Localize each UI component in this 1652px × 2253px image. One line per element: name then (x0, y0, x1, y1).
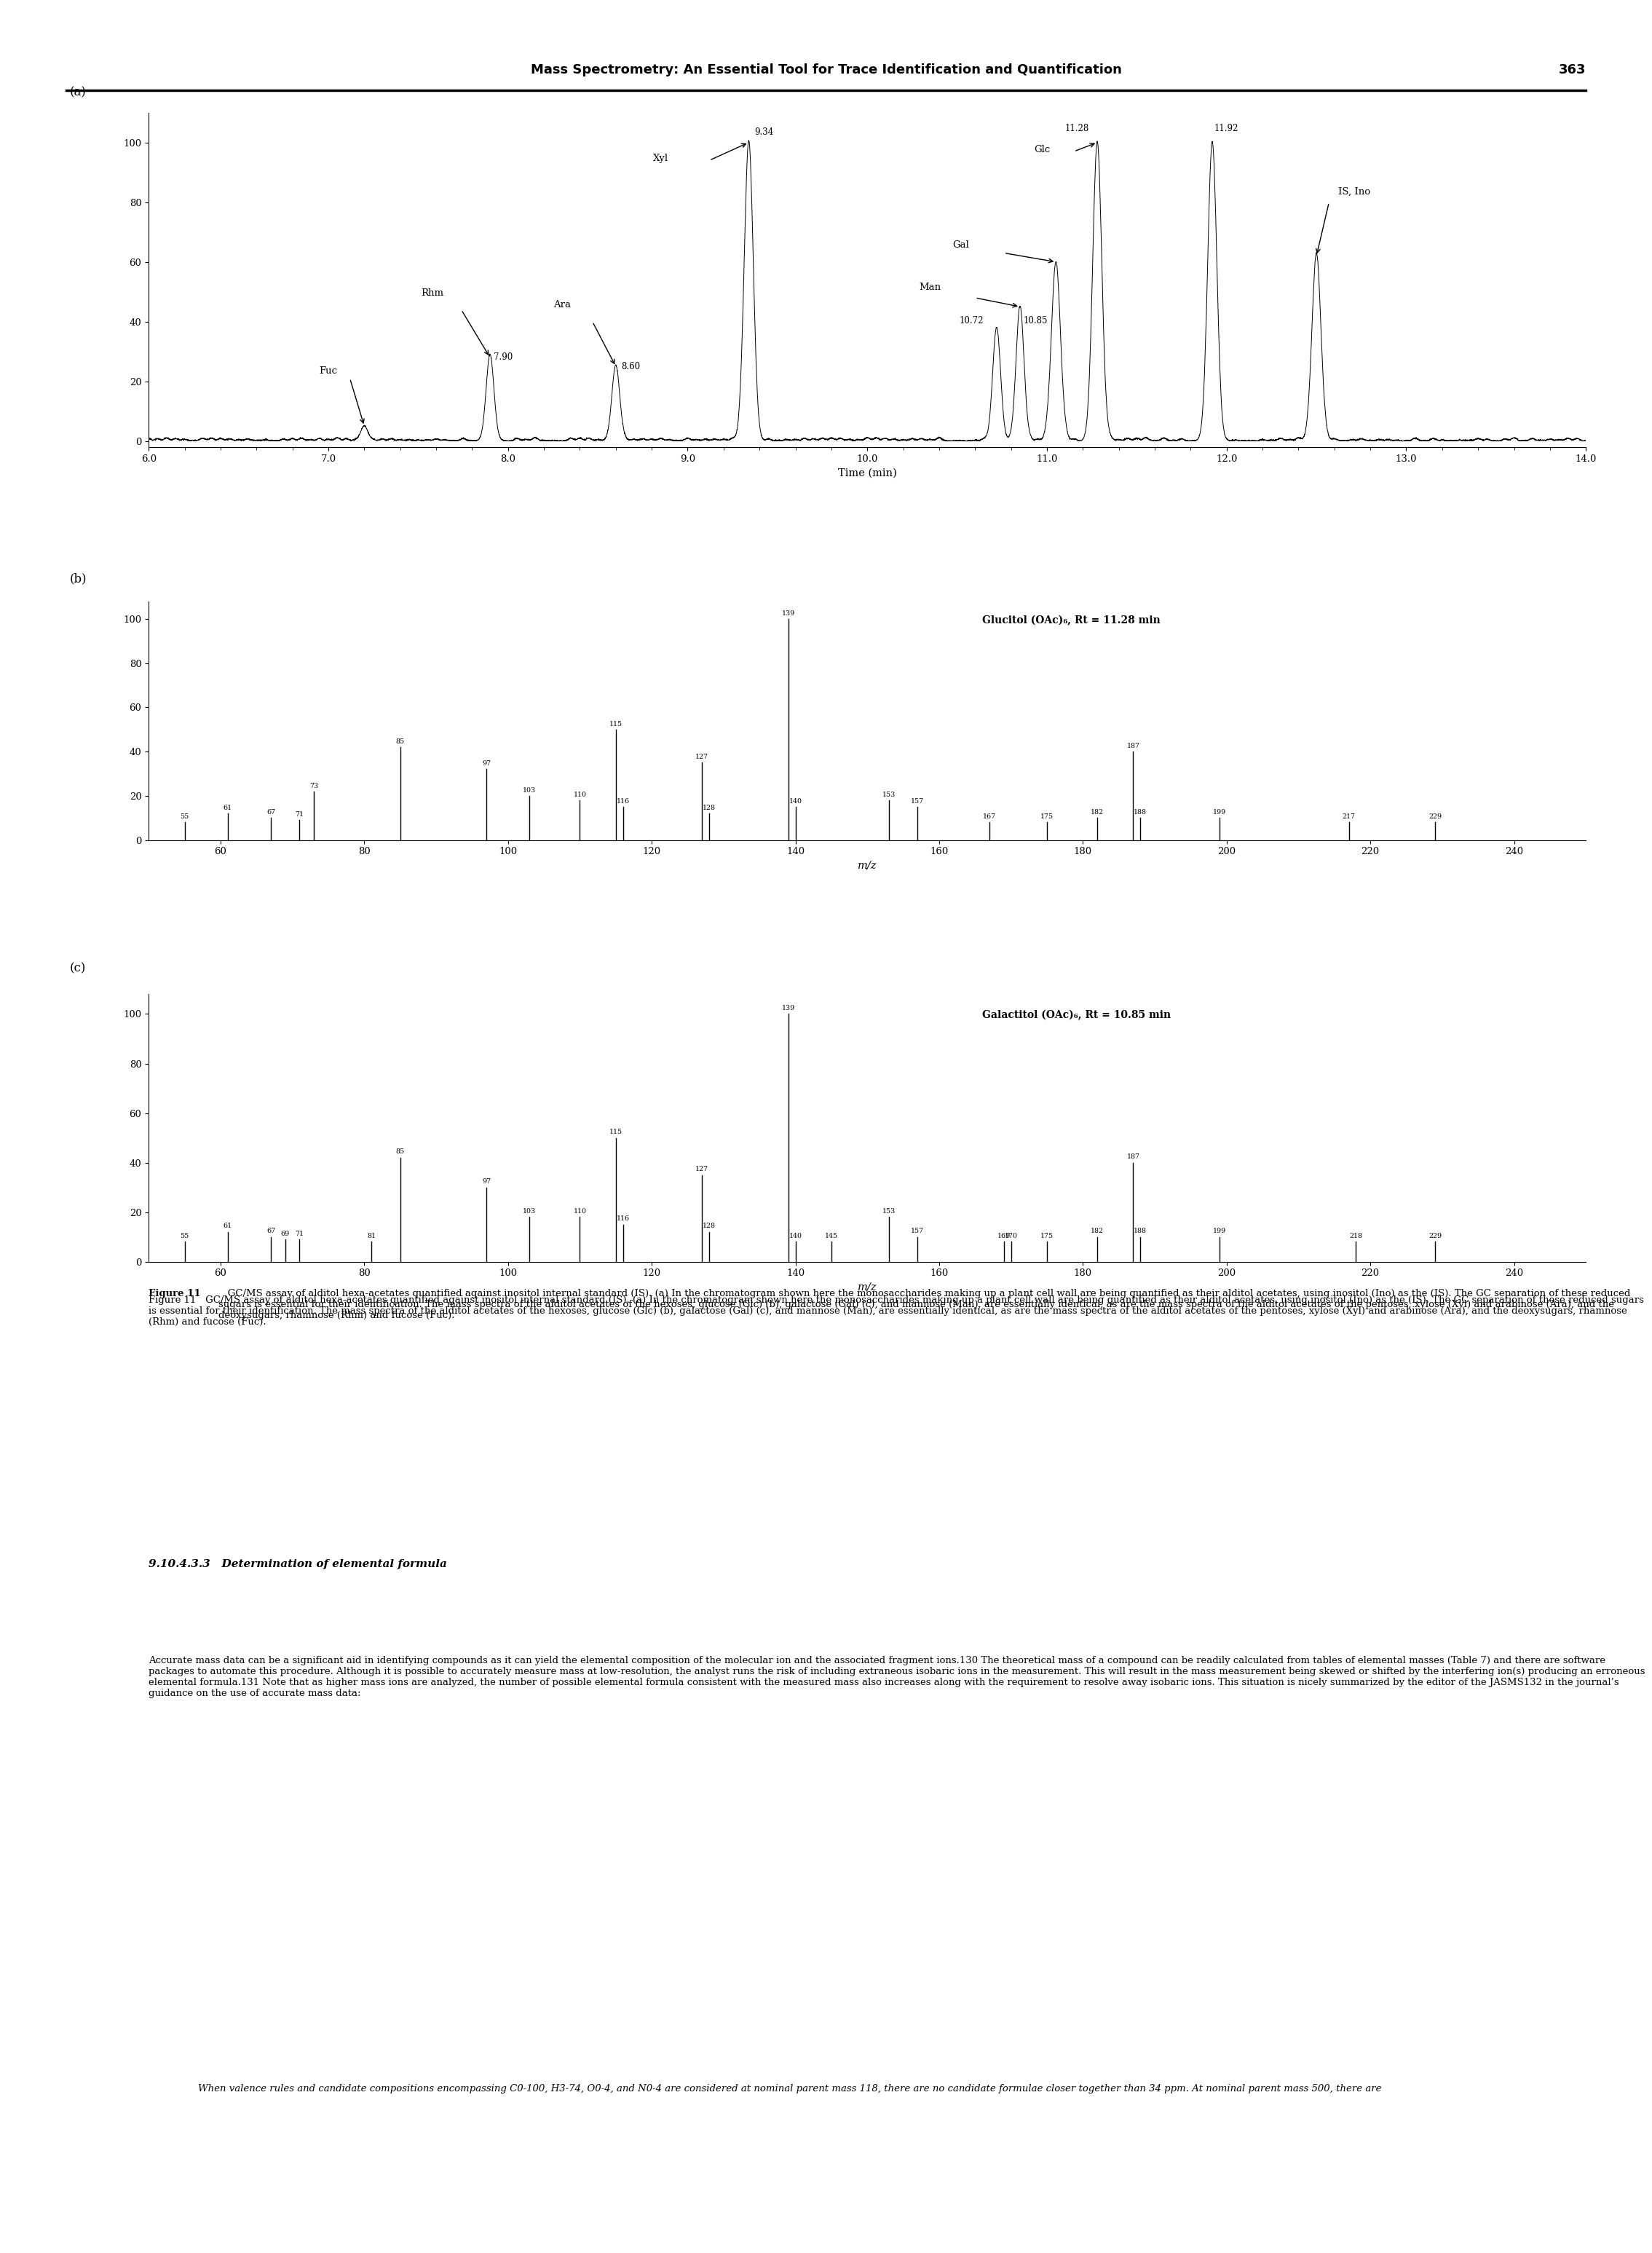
Text: 73: 73 (309, 782, 319, 789)
Text: 10.85: 10.85 (1024, 315, 1047, 324)
Text: Xyl: Xyl (653, 153, 669, 164)
Text: 9.34: 9.34 (753, 126, 773, 137)
Text: 199: 199 (1213, 1228, 1226, 1235)
Text: Mass Spectrometry: An Essential Tool for Trace Identification and Quantification: Mass Spectrometry: An Essential Tool for… (530, 63, 1122, 77)
Text: 128: 128 (702, 804, 715, 811)
Text: 153: 153 (882, 791, 895, 798)
Text: 97: 97 (482, 762, 491, 766)
Text: 55: 55 (180, 813, 188, 820)
Text: 11.92: 11.92 (1214, 124, 1239, 133)
Text: 116: 116 (616, 798, 629, 804)
Text: 11.28: 11.28 (1066, 124, 1089, 133)
Text: 182: 182 (1090, 809, 1104, 816)
Text: 55: 55 (180, 1232, 188, 1239)
Text: 10.72: 10.72 (960, 315, 983, 324)
Text: 187: 187 (1127, 743, 1140, 750)
Text: Glucitol (OAc)₆, Rt = 11.28 min: Glucitol (OAc)₆, Rt = 11.28 min (983, 615, 1160, 626)
Text: 69: 69 (281, 1230, 289, 1237)
Text: 140: 140 (790, 798, 801, 804)
Text: 115: 115 (610, 721, 623, 728)
Text: Rhm: Rhm (421, 288, 444, 297)
Text: IS, Ino: IS, Ino (1338, 187, 1370, 196)
Text: Fuc: Fuc (319, 365, 337, 376)
Text: Ara: Ara (553, 300, 570, 309)
Text: 85: 85 (396, 1149, 405, 1156)
Text: 175: 175 (1041, 813, 1054, 820)
Text: 157: 157 (910, 798, 923, 804)
Text: 175: 175 (1041, 1232, 1054, 1239)
X-axis label: Time (min): Time (min) (838, 469, 897, 478)
Text: 363: 363 (1558, 63, 1586, 77)
Text: (b): (b) (69, 572, 88, 586)
Text: 128: 128 (702, 1223, 715, 1230)
Text: 182: 182 (1090, 1228, 1104, 1235)
Text: 116: 116 (616, 1217, 629, 1221)
Text: 153: 153 (882, 1208, 895, 1214)
Text: 103: 103 (524, 1208, 537, 1214)
Text: Accurate mass data can be a significant aid in identifying compounds as it can y: Accurate mass data can be a significant … (149, 1656, 1645, 1699)
Text: 81: 81 (367, 1232, 375, 1239)
Text: GC/MS assay of alditol hexa-acetates quantified against inositol internal standa: GC/MS assay of alditol hexa-acetates qua… (218, 1289, 1631, 1320)
Text: 127: 127 (695, 1167, 709, 1172)
Text: 110: 110 (573, 791, 586, 798)
Text: Glc: Glc (1034, 144, 1051, 155)
Text: 229: 229 (1429, 1232, 1442, 1239)
Text: 61: 61 (223, 804, 233, 811)
Text: 103: 103 (524, 786, 537, 793)
Text: 188: 188 (1133, 809, 1146, 816)
Text: 67: 67 (266, 1228, 276, 1235)
Text: 145: 145 (824, 1232, 838, 1239)
X-axis label: m/z: m/z (857, 1282, 877, 1293)
Text: (a): (a) (69, 86, 86, 99)
Text: 218: 218 (1350, 1232, 1363, 1239)
Text: 7.90: 7.90 (494, 354, 512, 363)
Text: 229: 229 (1429, 813, 1442, 820)
Text: (c): (c) (69, 962, 86, 976)
Text: 139: 139 (781, 1005, 795, 1012)
Text: Figure 11   GC/MS assay of alditol hexa-acetates quantified against inositol int: Figure 11 GC/MS assay of alditol hexa-ac… (149, 1295, 1644, 1327)
Text: 167: 167 (983, 813, 996, 820)
Text: 217: 217 (1341, 813, 1355, 820)
Text: 71: 71 (296, 811, 304, 818)
Text: 115: 115 (610, 1129, 623, 1136)
Text: Gal: Gal (953, 241, 970, 250)
Text: 9.10.4.3.3   Determination of elemental formula: 9.10.4.3.3 Determination of elemental fo… (149, 1559, 448, 1570)
Text: Galactitol (OAc)₆, Rt = 10.85 min: Galactitol (OAc)₆, Rt = 10.85 min (983, 1009, 1171, 1021)
Text: When valence rules and candidate compositions encompassing C0-100, H3-74, O0-4, : When valence rules and candidate composi… (198, 2084, 1381, 2093)
Text: 188: 188 (1133, 1228, 1146, 1235)
Text: 61: 61 (223, 1223, 233, 1230)
Text: 139: 139 (781, 611, 795, 617)
Text: 97: 97 (482, 1178, 491, 1185)
Text: 110: 110 (573, 1208, 586, 1214)
Text: 199: 199 (1213, 809, 1226, 816)
Text: 140: 140 (790, 1232, 801, 1239)
Text: 8.60: 8.60 (621, 363, 641, 372)
Text: 85: 85 (396, 739, 405, 746)
Text: Figure 11: Figure 11 (149, 1289, 202, 1298)
X-axis label: m/z: m/z (857, 861, 877, 872)
Text: 67: 67 (266, 809, 276, 816)
Text: 157: 157 (910, 1228, 923, 1235)
Text: 170: 170 (1004, 1232, 1018, 1239)
Text: 187: 187 (1127, 1154, 1140, 1160)
Text: Man: Man (919, 282, 942, 293)
Text: 169: 169 (998, 1232, 1011, 1239)
Text: 71: 71 (296, 1230, 304, 1237)
Text: 127: 127 (695, 755, 709, 762)
